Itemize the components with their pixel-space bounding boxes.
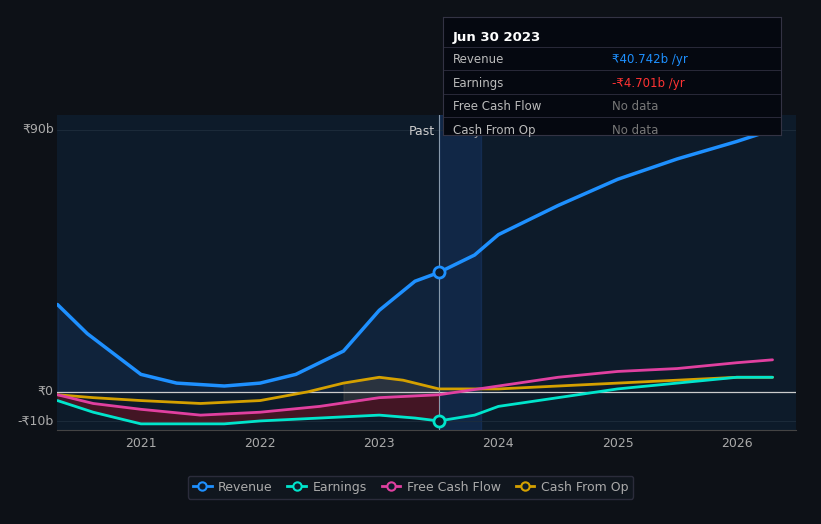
Text: -₹4.701b /yr: -₹4.701b /yr [612, 77, 685, 90]
Text: No data: No data [612, 124, 658, 137]
Legend: Revenue, Earnings, Free Cash Flow, Cash From Op: Revenue, Earnings, Free Cash Flow, Cash … [188, 476, 633, 499]
Text: Jun 30 2023: Jun 30 2023 [453, 31, 541, 44]
Text: Analysts Forecasts: Analysts Forecasts [447, 125, 562, 138]
Bar [439, 115, 480, 430]
Text: Earnings: Earnings [453, 77, 505, 90]
Text: Free Cash Flow: Free Cash Flow [453, 100, 542, 113]
Text: ₹0: ₹0 [38, 385, 54, 398]
Text: No data: No data [612, 100, 658, 113]
Text: -₹10b: -₹10b [17, 414, 54, 428]
Text: Revenue: Revenue [453, 53, 505, 66]
Text: ₹40.742b /yr: ₹40.742b /yr [612, 53, 688, 66]
Text: ₹90b: ₹90b [22, 123, 54, 136]
Text: Cash From Op: Cash From Op [453, 124, 535, 137]
Text: Past: Past [409, 125, 435, 138]
